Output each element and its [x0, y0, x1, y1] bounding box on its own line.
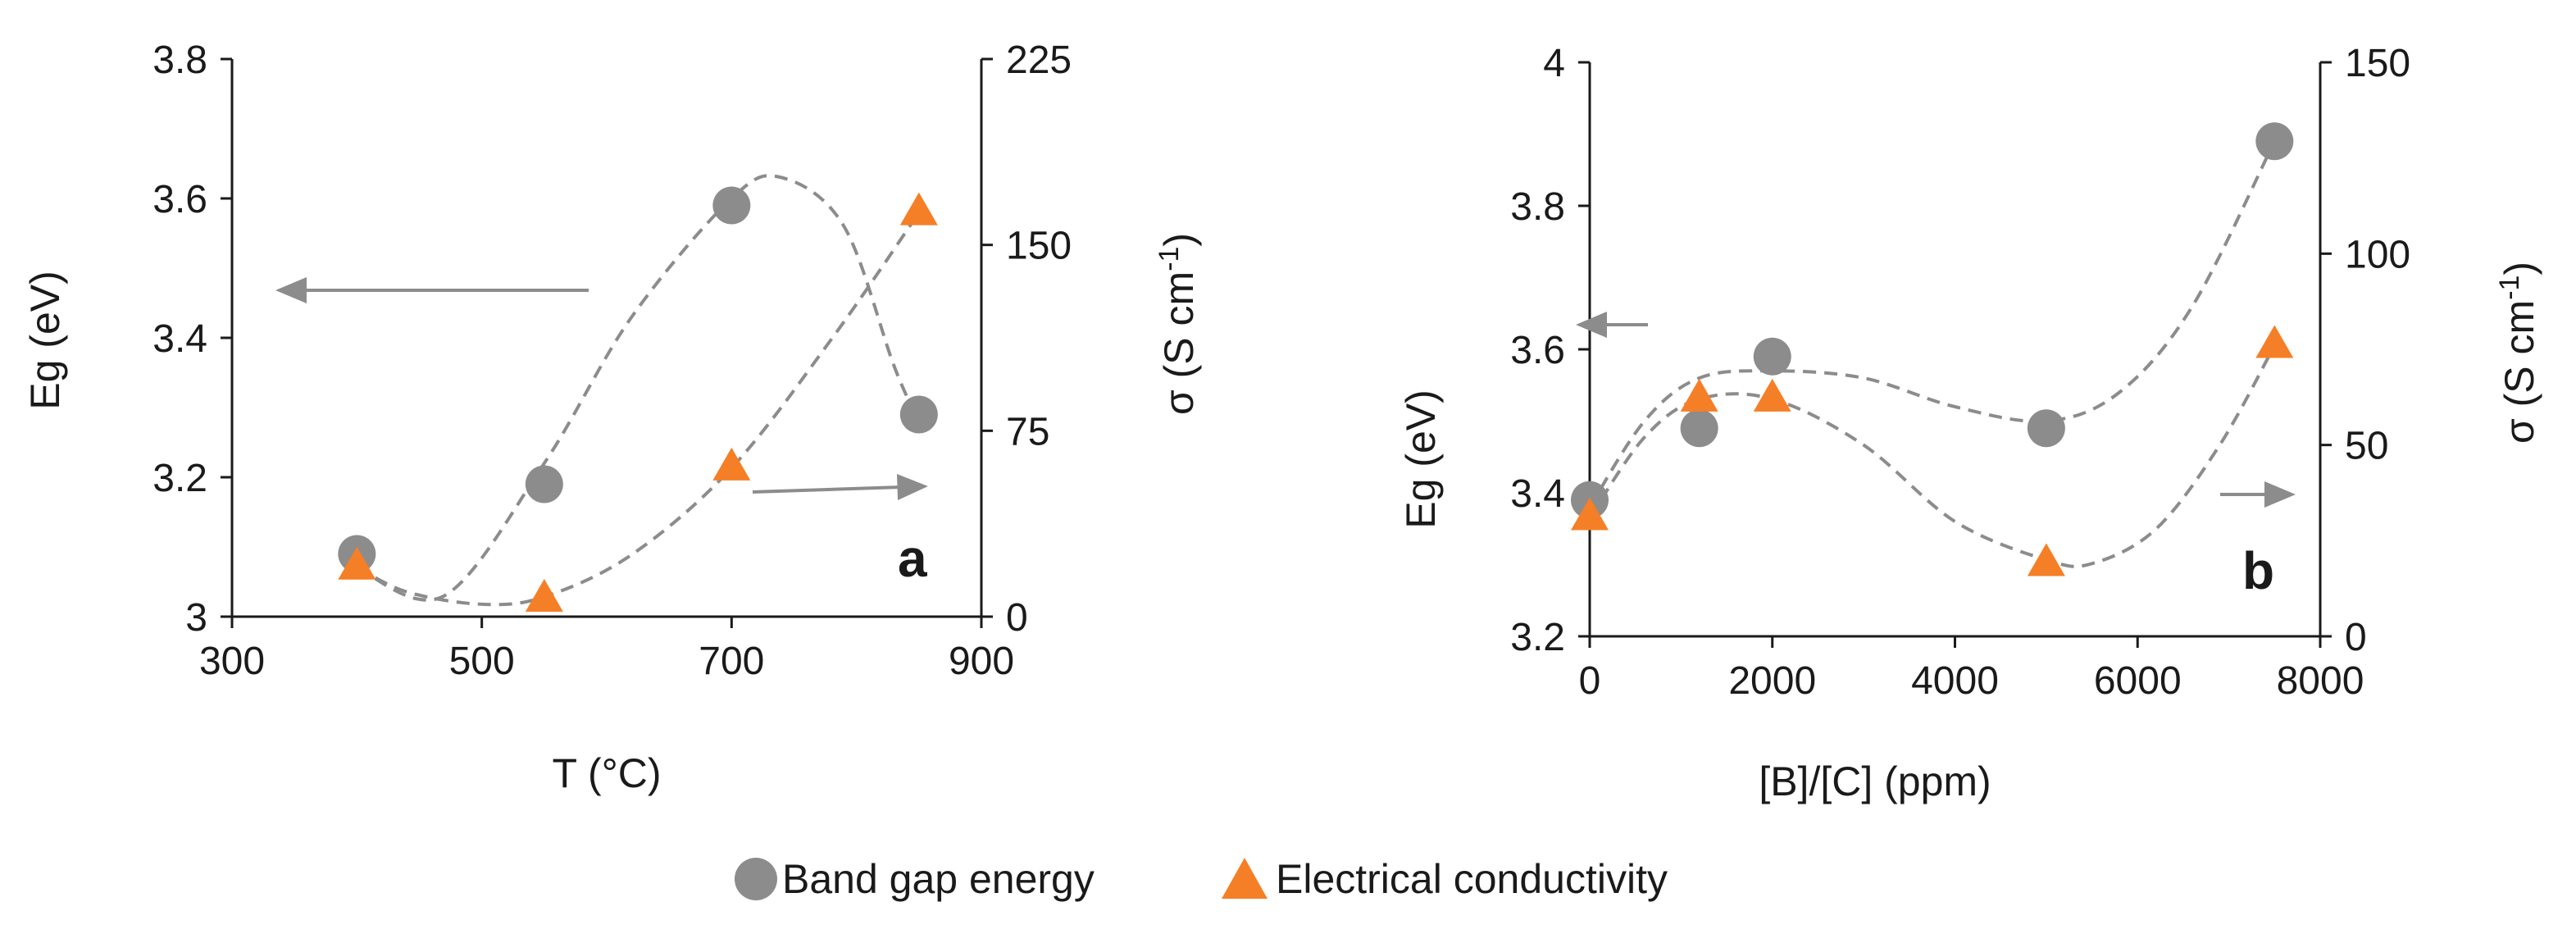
panel-a-axes	[221, 57, 993, 628]
panel-b-chart: 0 2000 4000 6000 80003.23.43.63.84050100150 …	[1398, 42, 2542, 804]
x-tick-label: 4000	[1911, 659, 1999, 703]
panel-b-axes	[1578, 61, 2332, 648]
band-gap-point	[2255, 122, 2294, 161]
left-y-tick-label: 3.6	[152, 178, 207, 221]
x-tick-label: 2000	[1728, 659, 1816, 703]
x-tick-label: 8000	[2277, 659, 2364, 703]
left-y-tick-label: 3.8	[152, 39, 207, 82]
right-y-tick-label: 75	[1006, 410, 1049, 453]
band-gap-point	[525, 465, 563, 503]
conductivity-point	[2027, 543, 2065, 576]
left-y-tick-label: 3.8	[1510, 185, 1565, 229]
right-y-tick-label: 150	[1006, 225, 1072, 268]
conductivity-point	[338, 546, 376, 580]
panel-b-label: b	[2242, 541, 2274, 600]
panel-a-right-axis-title-main: σ (S cm	[1156, 271, 1202, 415]
right-y-tick-label: 150	[2345, 42, 2410, 85]
band-gap-point	[1680, 409, 1718, 448]
legend-label-band-gap: Band gap energy	[782, 856, 1095, 902]
band-gap-point	[1753, 337, 1791, 376]
left-y-tick-label: 3.4	[1510, 472, 1565, 516]
panel-b-right-axis-title-sup: -1	[2494, 276, 2525, 300]
left-y-tick-label: 3.2	[152, 457, 207, 500]
conductivity-point	[1753, 378, 1791, 412]
conductivity-trend-line	[356, 212, 921, 607]
conductivity-point	[2255, 325, 2294, 358]
panel-b-right-axis-title-main: σ (S cm	[2496, 300, 2542, 444]
panel-b-right-axis-title: σ (S cm-1)	[2494, 262, 2542, 444]
panel-b-x-axis-title: [B]/[C] (ppm)	[1759, 758, 1991, 804]
legend-circle-icon	[735, 858, 777, 900]
panel-b-left-arrow	[1576, 312, 1648, 338]
legend-triangle-icon	[1222, 858, 1268, 899]
panel-a-left-arrow	[275, 277, 589, 303]
panel-a-tick-labels: 300 500 700 900 3 3.2 3.4 3.6 3.8 0 75 150 225	[152, 39, 1072, 683]
legend-label-conductivity: Electrical conductivity	[1276, 856, 1668, 902]
band-gap-trend-line	[1588, 140, 2277, 508]
panel-b-data-points	[1571, 122, 2294, 576]
panel-a-right-axis-title: σ (S cm-1)	[1154, 233, 1202, 415]
left-y-tick-label: 3	[185, 596, 207, 640]
conductivity-point	[1680, 378, 1718, 412]
right-y-tick-label: 0	[1006, 596, 1028, 640]
panel-a-chart: 300 500 700 900 3 3.2 3.4 3.6 3.8 0 75 150 225 T (°C…	[22, 39, 1202, 796]
conductivity-trend-line	[1588, 344, 2277, 568]
band-gap-point	[899, 395, 938, 434]
left-y-tick-label: 3.4	[152, 317, 207, 361]
right-y-tick-label: 0	[2345, 616, 2367, 659]
conductivity-point	[712, 447, 751, 481]
conductivity-point	[525, 579, 563, 613]
panel-a-x-axis-title: T (°C)	[553, 750, 662, 796]
panel-a-data-points	[338, 186, 938, 613]
panel-a-trend-lines	[356, 174, 921, 607]
panel-a-right-arrow	[752, 474, 928, 500]
right-y-tick-label: 50	[2345, 425, 2388, 468]
panel-b-right-arrow	[2220, 481, 2296, 508]
left-y-tick-label: 3.2	[1510, 616, 1565, 659]
right-y-tick-label: 225	[1006, 39, 1072, 82]
panel-b-left-axis-title: Eg (eV)	[1398, 390, 1444, 529]
legend: Band gap energy Electrical conductivity	[735, 856, 1668, 902]
panel-a-right-axis-title-close: )	[1156, 233, 1202, 247]
panel-a-right-axis-title-sup: -1	[1154, 247, 1185, 271]
left-y-tick-label: 4	[1543, 42, 1565, 85]
left-y-tick-label: 3.6	[1510, 329, 1565, 372]
x-tick-label: 500	[449, 640, 515, 683]
panel-b-tick-labels: 0 2000 4000 6000 8000 3.2 3.4 3.6 3.8 4 0 50 100 150	[1510, 42, 2410, 703]
x-tick-label: 300	[199, 640, 265, 683]
x-tick-label: 900	[949, 640, 1014, 683]
x-tick-label: 6000	[2094, 659, 2182, 703]
band-gap-trend-line	[356, 174, 921, 602]
panel-a-label: a	[898, 529, 927, 588]
band-gap-point	[712, 186, 751, 225]
x-tick-label: 700	[699, 640, 764, 683]
panel-a-left-axis-title: Eg (eV)	[22, 271, 68, 410]
right-y-tick-label: 100	[2345, 233, 2410, 276]
conductivity-point	[899, 192, 938, 226]
panel-b-trend-lines	[1588, 140, 2277, 568]
x-tick-label: 0	[1579, 659, 1601, 703]
band-gap-point	[2027, 409, 2065, 448]
conductivity-point	[1571, 497, 1609, 531]
panel-b-right-axis-title-close: )	[2496, 262, 2542, 276]
